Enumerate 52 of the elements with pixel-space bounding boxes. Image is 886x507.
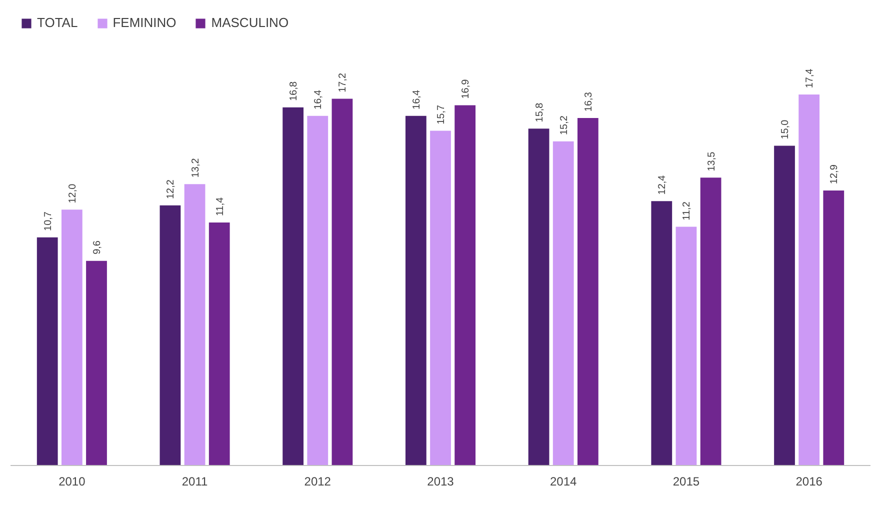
data-label: 15,2 [558,115,570,136]
bar [208,222,230,466]
bar [774,146,795,466]
legend-label: FEMININO [112,15,176,30]
data-label: 16,3 [583,92,594,112]
data-label: 10,7 [42,211,54,231]
data-label: 11,4 [214,196,226,216]
data-label: 12,2 [166,179,177,199]
data-label: 15,8 [534,102,546,122]
bar [430,130,451,466]
data-label: 9,6 [92,240,103,254]
bar [676,226,697,466]
data-label: 12,4 [657,174,668,195]
x-tick-label: 2011 [182,474,208,488]
bar [307,116,328,466]
x-tick-label: 2016 [796,474,823,488]
data-label: 16,4 [411,90,422,110]
data-label: 11,2 [682,201,693,220]
x-tick-label: 2012 [304,474,332,488]
data-label: 12,0 [67,183,78,204]
data-label: 17,2 [338,72,349,92]
bar [405,116,426,466]
legend-label: TOTAL [37,15,78,30]
bar [454,105,476,466]
data-label: 12,9 [829,164,840,184]
bar [577,118,598,466]
bar [552,141,574,466]
bar [160,205,181,466]
bar [282,107,304,466]
data-label: 16,9 [460,78,472,99]
data-label: 16,4 [313,90,324,110]
data-label: 13,2 [190,158,202,178]
bar [86,260,107,466]
bar [651,201,672,466]
data-label: 13,5 [706,151,718,172]
x-tick-label: 2014 [550,474,578,488]
bar [332,98,353,466]
bar [184,184,206,466]
x-tick-label: 2015 [672,474,700,488]
bar [700,178,722,466]
data-label: 16,8 [288,81,300,101]
bar [528,128,550,466]
bar [798,94,820,466]
legend-label: MASCULINO [211,15,289,30]
data-label: 17,4 [804,68,816,88]
x-tick-label: 2013 [427,474,454,488]
data-label: 15,7 [436,104,447,124]
bar [823,190,844,466]
data-label: 15,0 [780,119,791,140]
bar [61,210,82,466]
bar [36,237,58,466]
x-tick-label: 2010 [58,474,86,488]
